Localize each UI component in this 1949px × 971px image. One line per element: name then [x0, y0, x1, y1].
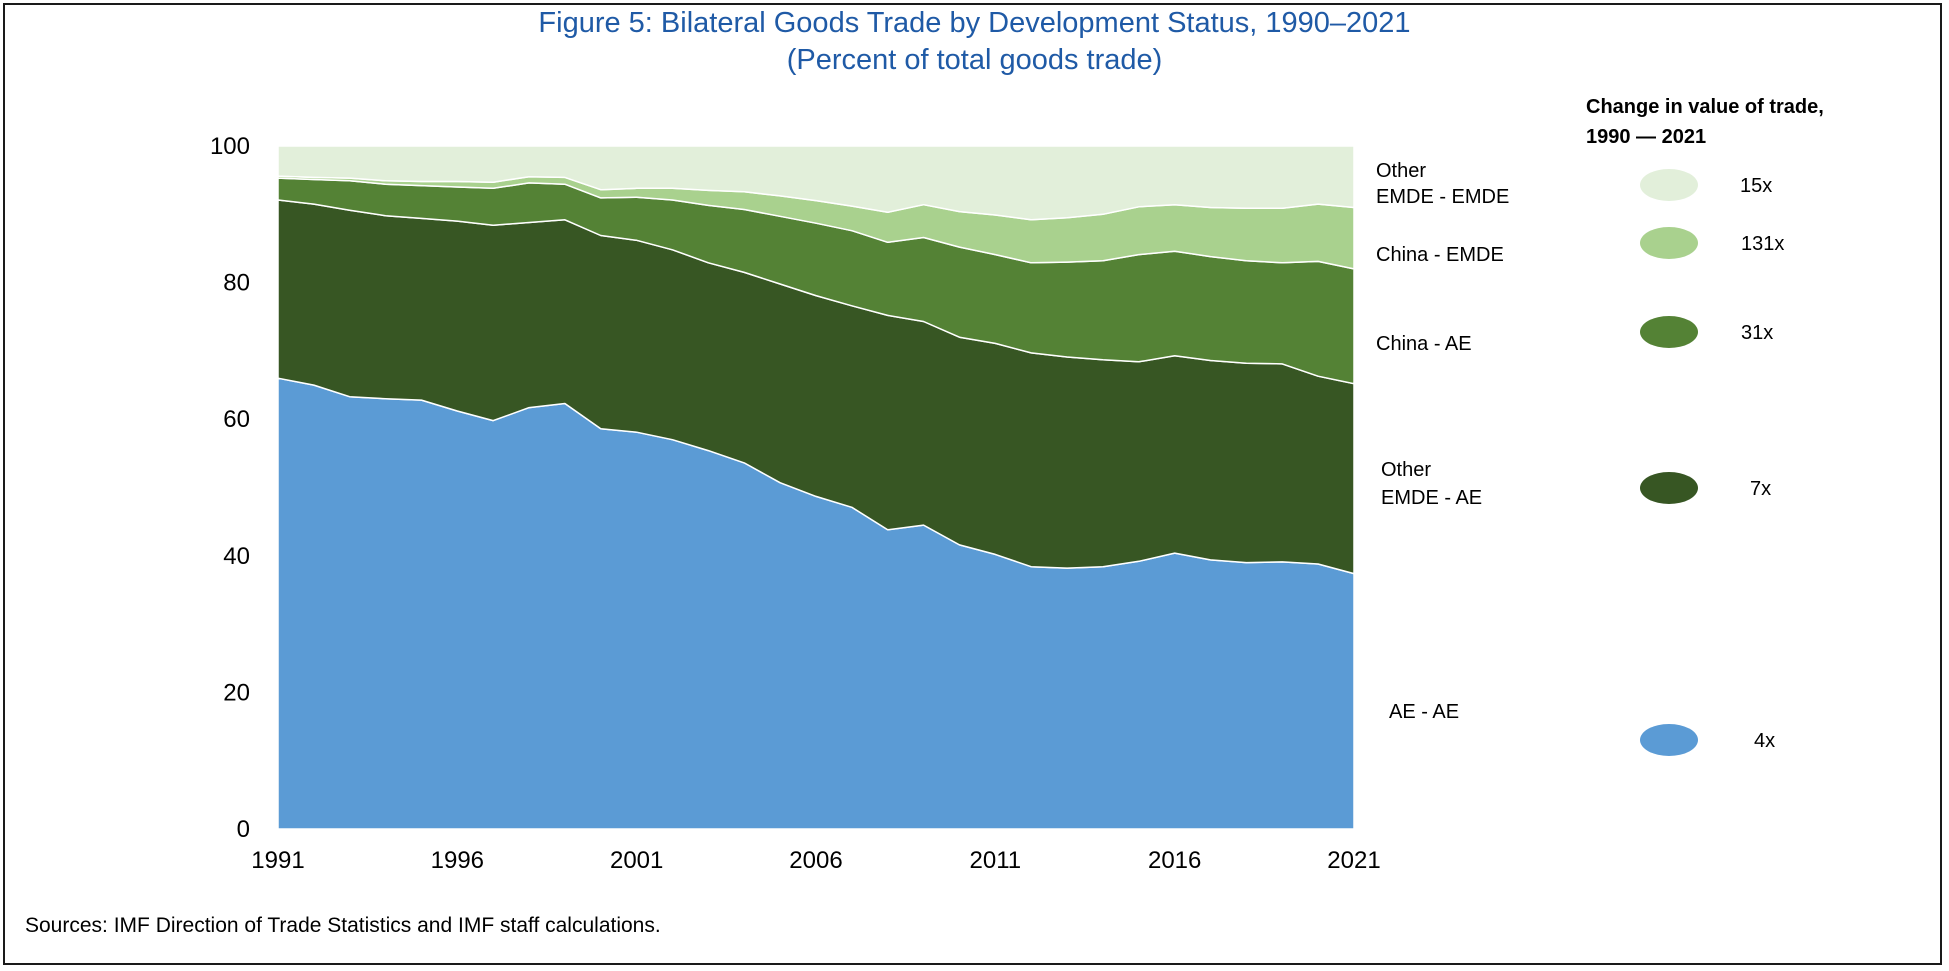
chart-title: Figure 5: Bilateral Goods Trade by Devel…: [538, 7, 1411, 39]
chart-subtitle: (Percent of total goods trade): [786, 44, 1163, 76]
legend-swatch-other-emde-ae: [1640, 472, 1698, 504]
area-layer: [277, 145, 1355, 830]
x-tick-label: 2006: [789, 847, 842, 874]
series-label-china-ae: China - AE: [1376, 333, 1472, 355]
series-label-ae-ae: AE - AE: [1389, 701, 1459, 723]
legend-growth-other-emde-ae: 7x: [1750, 478, 1771, 500]
source-note: Sources: IMF Direction of Trade Statisti…: [25, 914, 661, 937]
x-tick-label: 2021: [1327, 847, 1380, 874]
legend-swatch-china-ae: [1640, 316, 1698, 348]
x-tick-label: 2011: [970, 847, 1022, 874]
y-tick-label: 20: [223, 679, 250, 706]
y-tick-label: 0: [237, 816, 250, 843]
legend-growth-china-emde: 131x: [1741, 233, 1784, 255]
legend-title: Change in value of trade, 1990 — 2021: [1586, 92, 1824, 152]
legend-swatch-other-emde-emde: [1640, 169, 1698, 201]
y-axis: 0 20 40 60 80 100: [210, 133, 250, 843]
y-tick-label: 100: [210, 133, 250, 160]
area-other-emde-emde: [277, 145, 1355, 221]
legend-growth-other-emde-emde: 15x: [1740, 175, 1772, 197]
legend-swatch-china-emde: [1640, 227, 1698, 259]
x-tick-label: 1991: [251, 847, 304, 874]
series-label-other-emde-emde: Other: [1376, 160, 1426, 182]
legend-swatch-ae-ae: [1640, 724, 1698, 756]
x-tick-label: 1996: [431, 847, 484, 874]
legend-layer: 4x 7x 31x 131x 15x: [1640, 169, 1784, 756]
series-label-other-emde-emde: EMDE - EMDE: [1376, 186, 1509, 208]
series-label-china-emde: China - EMDE: [1376, 244, 1504, 266]
y-tick-label: 60: [223, 406, 250, 433]
x-axis: 1991 1996 2001 2006 2011 2016 2021: [251, 847, 1380, 874]
legend-title-line2: 1990 — 2021: [1586, 126, 1707, 148]
series-label-layer: AE - AE Other EMDE - AE China - AE China - E…: [1376, 160, 1509, 723]
legend-growth-china-ae: 31x: [1741, 322, 1773, 344]
x-tick-label: 2016: [1148, 847, 1201, 874]
series-label-other-emde-ae: EMDE - AE: [1381, 487, 1482, 509]
series-label-other-emde-ae: Other: [1381, 459, 1431, 481]
y-tick-label: 80: [223, 270, 250, 297]
legend-title-line1: Change in value of trade,: [1586, 96, 1824, 118]
x-tick-label: 2001: [610, 847, 663, 874]
y-tick-label: 40: [223, 543, 250, 570]
legend-growth-ae-ae: 4x: [1754, 730, 1775, 752]
